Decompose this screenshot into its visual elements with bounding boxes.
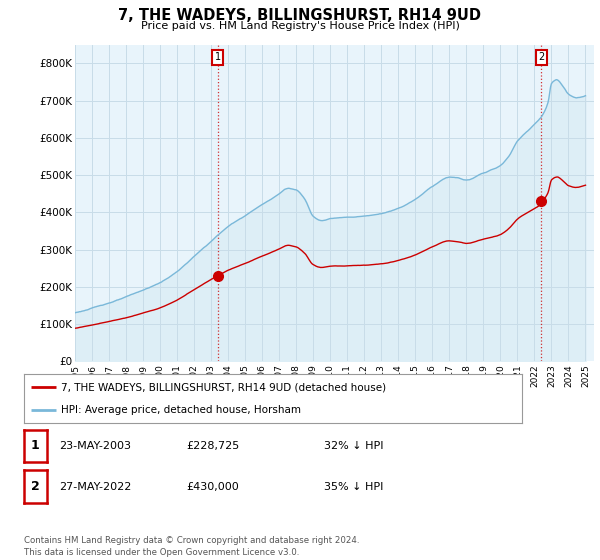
Text: HPI: Average price, detached house, Horsham: HPI: Average price, detached house, Hors… <box>61 405 301 416</box>
Text: 7, THE WADEYS, BILLINGSHURST, RH14 9UD (detached house): 7, THE WADEYS, BILLINGSHURST, RH14 9UD (… <box>61 382 386 393</box>
Text: 2: 2 <box>31 480 40 493</box>
Text: Price paid vs. HM Land Registry's House Price Index (HPI): Price paid vs. HM Land Registry's House … <box>140 21 460 31</box>
Text: £228,725: £228,725 <box>186 441 239 451</box>
Text: 35% ↓ HPI: 35% ↓ HPI <box>324 482 383 492</box>
Text: 2: 2 <box>538 53 545 63</box>
Text: 7, THE WADEYS, BILLINGSHURST, RH14 9UD: 7, THE WADEYS, BILLINGSHURST, RH14 9UD <box>119 8 482 24</box>
Text: 1: 1 <box>215 53 221 63</box>
Text: 32% ↓ HPI: 32% ↓ HPI <box>324 441 383 451</box>
Text: 27-MAY-2022: 27-MAY-2022 <box>59 482 131 492</box>
Text: 23-MAY-2003: 23-MAY-2003 <box>59 441 131 451</box>
Text: £430,000: £430,000 <box>186 482 239 492</box>
Text: Contains HM Land Registry data © Crown copyright and database right 2024.
This d: Contains HM Land Registry data © Crown c… <box>24 536 359 557</box>
Text: 1: 1 <box>31 439 40 452</box>
